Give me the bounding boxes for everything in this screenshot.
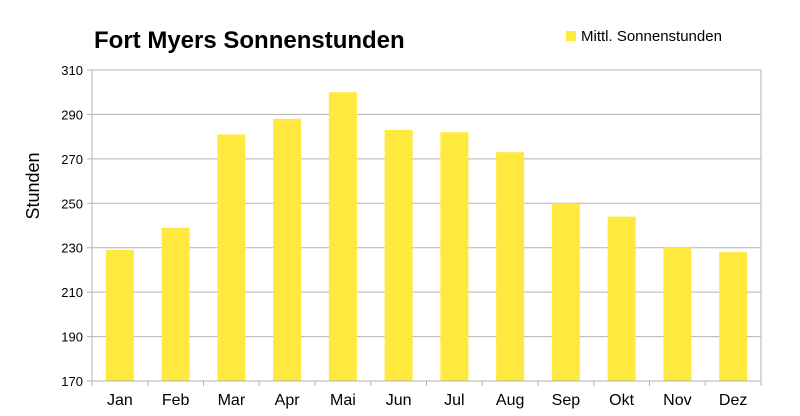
bar-mar [217,134,246,381]
chart-title: Fort Myers Sonnenstunden [94,27,405,54]
y-axis-label: Stunden [23,152,43,219]
bar-okt [607,216,636,381]
x-tick-label: Feb [162,392,190,409]
legend-swatch [566,31,576,41]
bar-dez [719,252,748,381]
y-tick-labels: 170 190 210 230 250 270 290 310 [61,63,83,389]
y-tick-label: 210 [61,285,83,300]
x-tick-label: Mai [330,392,356,409]
x-tick-label: Apr [275,392,301,409]
y-tick-label: 170 [61,374,83,389]
gridlines [87,69,761,382]
bar-mai [328,92,357,381]
bar-jan [105,249,134,381]
x-tick-label: Sep [552,392,581,409]
bar-nov [663,247,692,381]
bars [105,92,748,381]
x-tick-label: Jul [444,392,464,409]
bar-aug [496,152,525,381]
bar-jun [384,129,413,381]
y-tick-label: 290 [61,107,83,122]
bar-feb [161,227,190,381]
y-tick-label: 310 [61,63,83,78]
bar-jul [440,132,469,381]
y-tick-label: 270 [61,152,83,167]
legend: Mittl. Sonnenstunden [566,28,722,45]
x-tick-label: Aug [496,392,524,409]
y-tick-label: 250 [61,196,83,211]
x-tick-label: Jun [386,392,412,409]
bar-sep [551,203,580,381]
plot-frame [91,69,762,382]
x-tick-labels: Jan Feb Mar Apr Mai Jun Jul Aug Sep Okt Nov Dez [91,381,762,409]
legend-label: Mittl. Sonnenstunden [581,28,722,45]
bar-apr [273,118,302,381]
plot-border [91,69,762,382]
x-tick-label: Nov [663,392,691,409]
y-tick-label: 230 [61,241,83,256]
y-tick-label: 190 [61,330,83,345]
x-tick-label: Okt [609,392,634,409]
x-tick-label: Dez [719,392,747,409]
x-tick-label: Mar [218,392,246,409]
x-tick-label: Jan [107,392,133,409]
